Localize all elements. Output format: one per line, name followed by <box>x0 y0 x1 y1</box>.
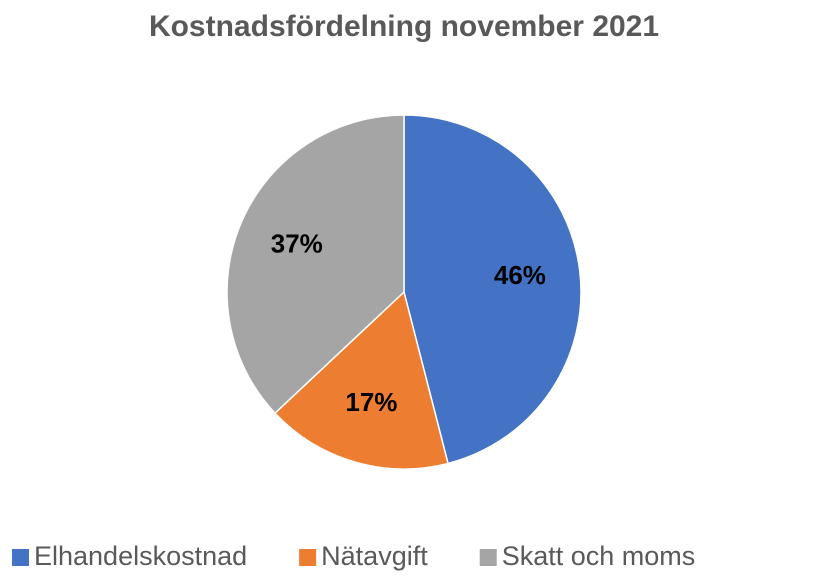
pie-slice <box>403 114 582 465</box>
legend-marker <box>12 549 29 566</box>
chart-title: Kostnadsfördelning november 2021 <box>149 10 659 43</box>
data-label: 17% <box>345 387 397 417</box>
legend-label: Nätavgift <box>321 541 428 571</box>
legend-label: Skatt och moms <box>502 541 696 571</box>
data-label: 46% <box>494 260 546 290</box>
pie-slice <box>226 114 405 415</box>
legend-marker <box>479 549 497 566</box>
pie-slice <box>273 290 449 470</box>
legend-label: Elhandelskostnad <box>34 541 247 571</box>
legend-marker <box>299 549 317 566</box>
data-label: 37% <box>271 228 323 258</box>
